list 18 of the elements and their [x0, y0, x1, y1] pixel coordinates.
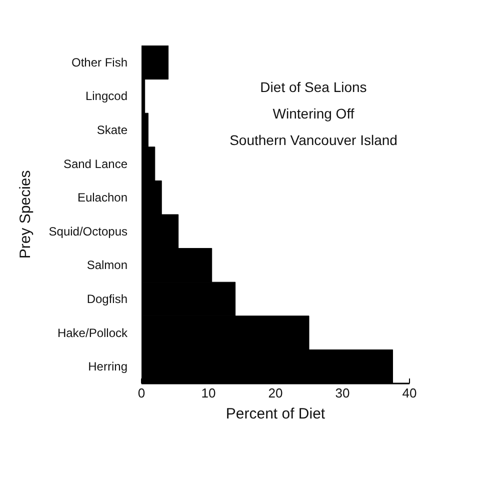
x-axis-title: Percent of Diet — [226, 406, 326, 422]
y-tick-label: Salmon — [86, 258, 128, 272]
y-tick-label: Eulachon — [77, 190, 128, 205]
y-axis-title: Prey Species — [16, 170, 34, 259]
y-tick-label: Skate — [96, 123, 128, 137]
x-tick-label: 30 — [335, 386, 350, 400]
x-tick-label: 0 — [138, 386, 146, 400]
x-tick-label: 40 — [402, 386, 417, 400]
y-tick-label: Hake/Pollock — [57, 326, 128, 340]
y-tick-label: Squid/Octopus — [48, 224, 128, 238]
y-tick-label: Dogfish — [86, 292, 128, 306]
y-tick-label: Sand Lance — [63, 156, 128, 171]
x-tick-label: 20 — [268, 386, 283, 400]
text: Diet of Sea Lions Wintering Off Southern Vancouver Island — [230, 79, 398, 148]
x-tick-label: 10 — [201, 386, 216, 400]
y-tick-label: Lingcod — [85, 89, 128, 104]
y-tick-label: Other Fish — [71, 55, 128, 70]
y-tick-label: Herring — [88, 360, 128, 374]
